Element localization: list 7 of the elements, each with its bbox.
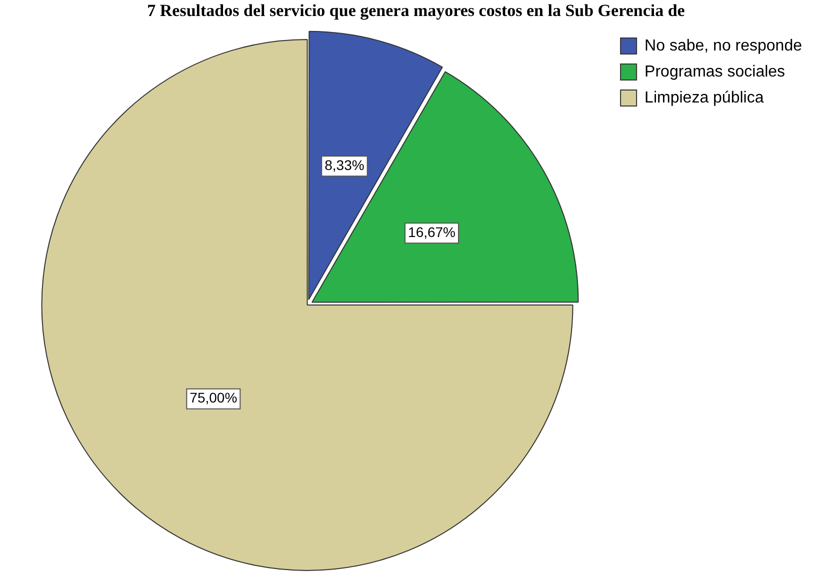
data-label: 8,33%	[324, 157, 364, 174]
chart-title: 7 Resultados del servicio que genera mayores costos en la Sub Gerencia de	[146, 0, 686, 22]
legend-label: Programas sociales	[644, 63, 786, 80]
legend-label: Limpieza pública	[644, 89, 764, 106]
data-label: 75,00%	[190, 390, 238, 406]
legend-label: No sabe, no responde	[644, 37, 802, 54]
data-label: 16,67%	[408, 224, 456, 240]
